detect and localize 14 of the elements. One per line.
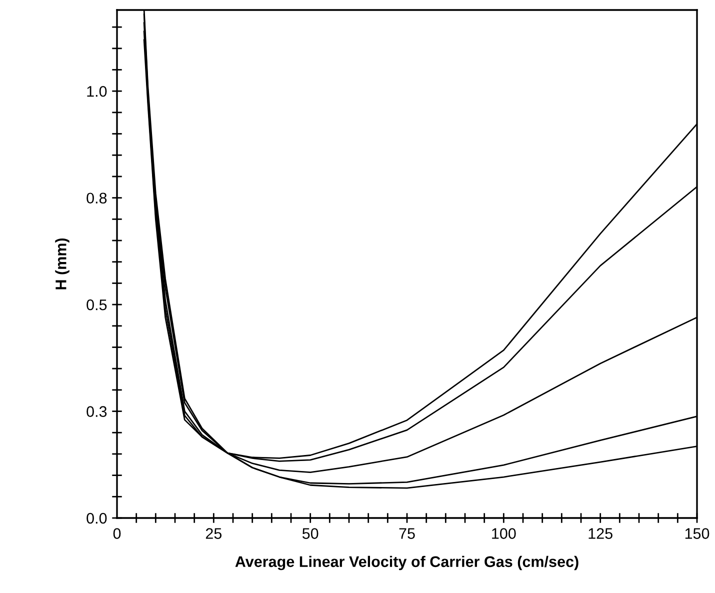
y-tick-label: 0.8 [86, 192, 107, 204]
x-tick-label: 125 [588, 528, 612, 539]
x-tick-label: 75 [399, 528, 415, 539]
x-tick-label: 100 [492, 528, 516, 539]
x-axis-title: Average Linear Velocity of Carrier Gas (cm/sec) [235, 556, 578, 570]
y-tick-label: 0.3 [86, 406, 107, 417]
y-tick-label: 1.0 [87, 86, 107, 97]
y-axis-title: H (mm) [55, 238, 70, 290]
y-tick-label: 0.0 [86, 512, 107, 524]
x-tick-label: 0 [113, 528, 121, 539]
y-tick-label: 0.5 [86, 299, 107, 310]
x-tick-label: 25 [206, 528, 222, 539]
x-tick-label: 150 [685, 528, 710, 539]
x-tick-label: 50 [302, 528, 318, 539]
